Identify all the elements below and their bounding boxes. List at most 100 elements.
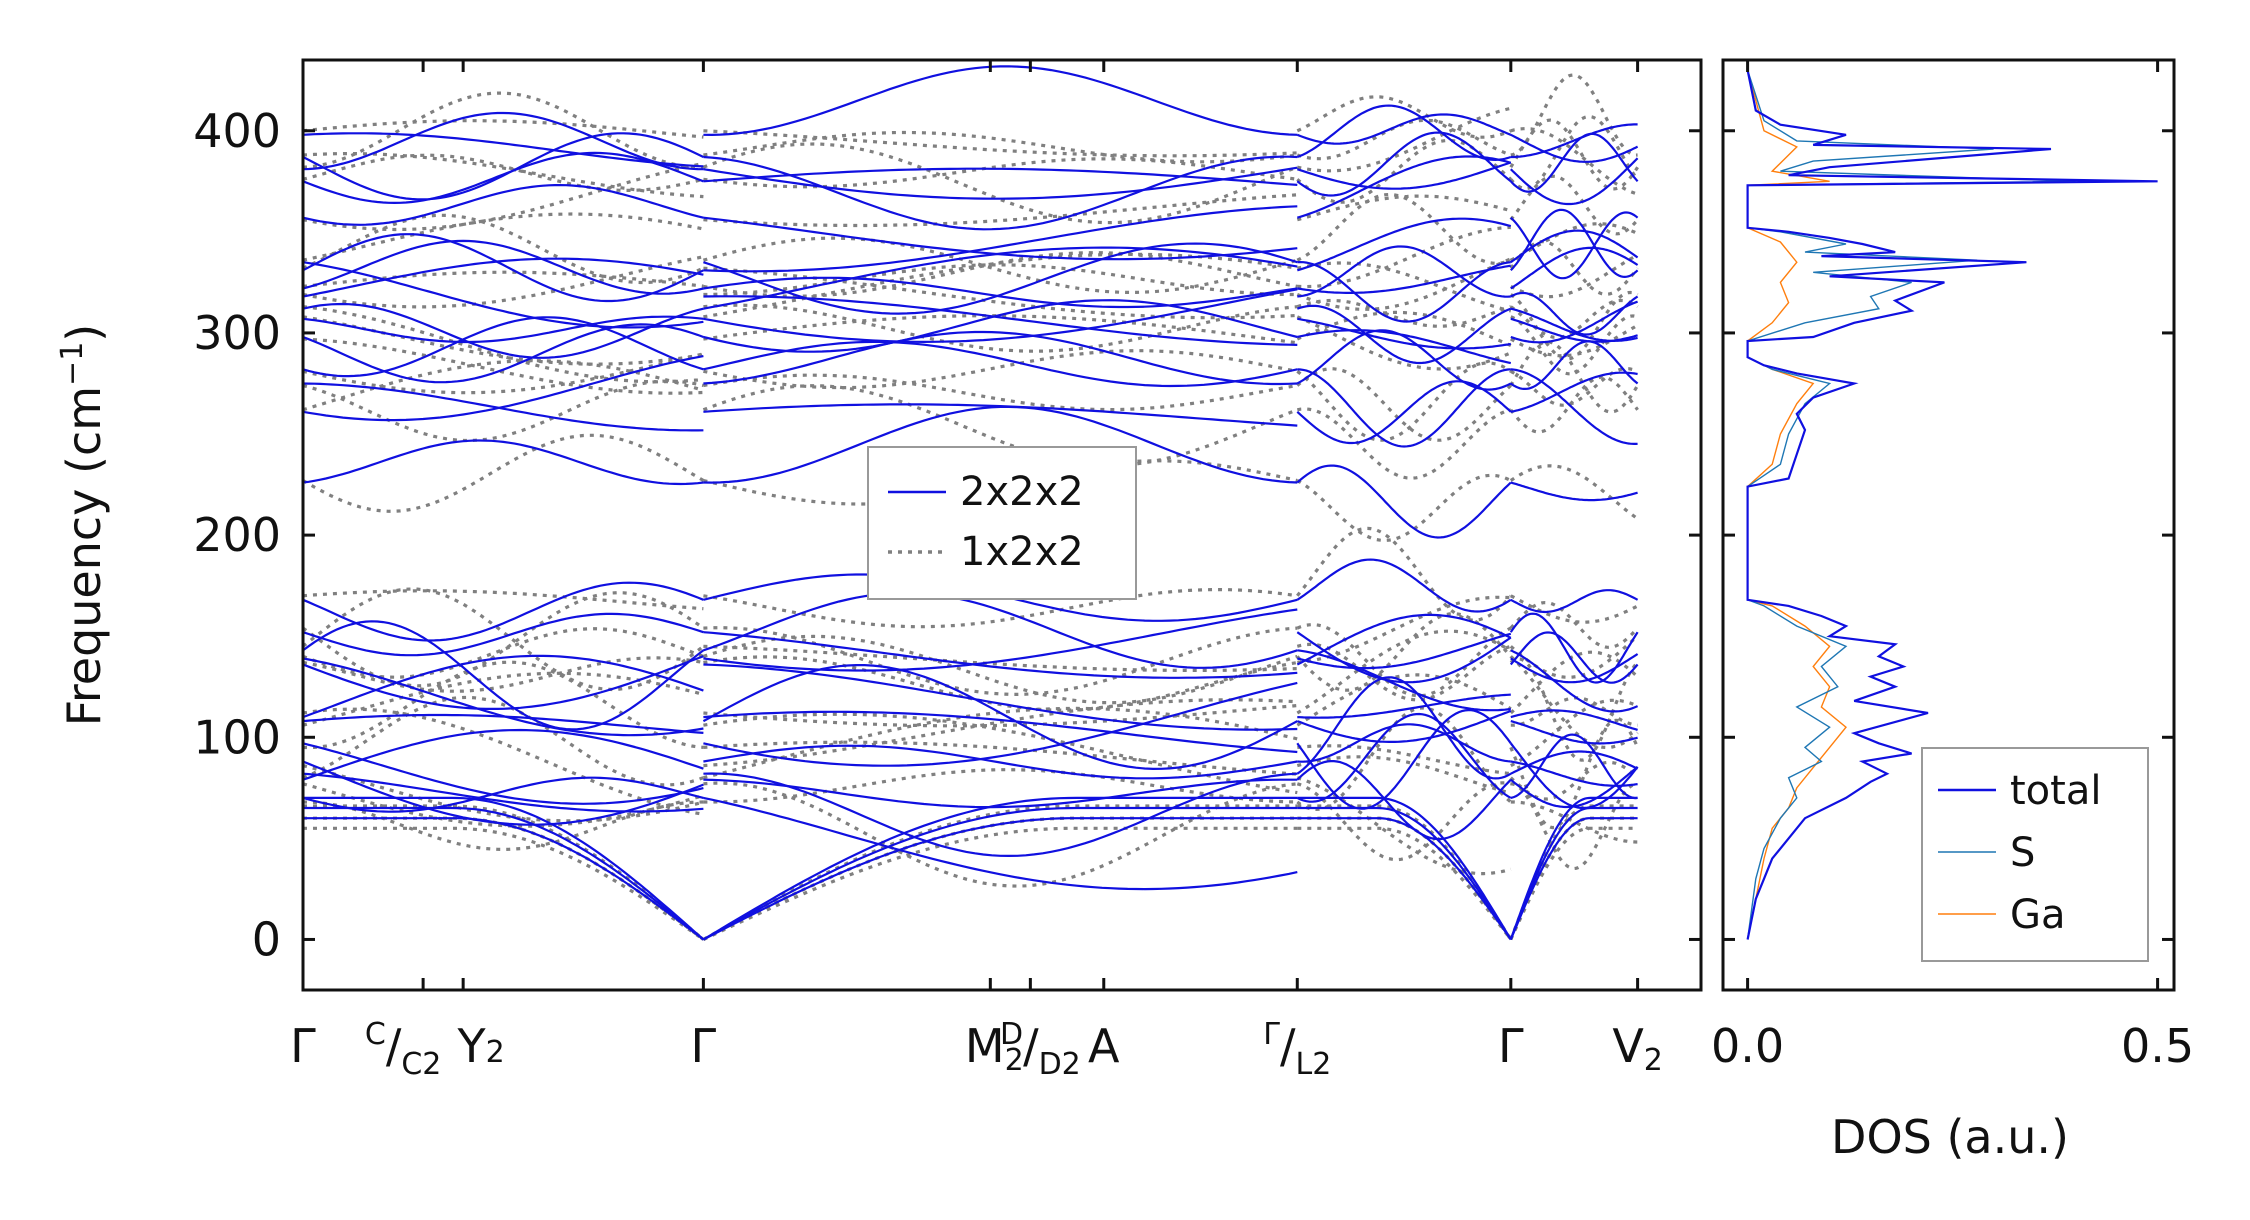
band-curve bbox=[702, 142, 1298, 225]
band-curve bbox=[702, 236, 1298, 294]
band-curve-acoustic bbox=[1509, 804, 1638, 941]
band-curve bbox=[1296, 712, 1512, 803]
band-curve bbox=[302, 305, 704, 384]
band-curve bbox=[703, 251, 1298, 298]
band-curve bbox=[1296, 776, 1512, 876]
band-curve bbox=[703, 663, 1298, 731]
band-curve bbox=[703, 303, 1298, 353]
band-y-tick-label: 100 bbox=[193, 710, 281, 764]
band-curve bbox=[1510, 481, 1638, 502]
band-curve bbox=[702, 664, 1298, 771]
band-curve bbox=[1509, 118, 1639, 191]
kpoint-label: Γ bbox=[1498, 1019, 1524, 1073]
band-curve bbox=[302, 439, 704, 486]
band-curve bbox=[1509, 600, 1639, 649]
band-curve bbox=[703, 706, 1298, 780]
band-curve bbox=[1297, 693, 1511, 719]
band-curve-acoustic bbox=[1297, 826, 1513, 941]
band-curve bbox=[1297, 649, 1511, 712]
band-curve bbox=[302, 233, 704, 303]
kpoint-label: Y2 bbox=[457, 1019, 505, 1073]
band-curve bbox=[1297, 260, 1511, 323]
band-curve bbox=[302, 655, 704, 710]
band-curve-acoustic bbox=[1509, 796, 1638, 940]
band-curve bbox=[1296, 755, 1512, 795]
band-curve bbox=[1510, 317, 1638, 343]
band-curve bbox=[1296, 217, 1512, 272]
band-curve bbox=[703, 698, 1298, 768]
band-curve bbox=[1510, 709, 1638, 731]
band-x-tick-label: Γ bbox=[1498, 1019, 1524, 1073]
band-curve bbox=[302, 255, 704, 309]
dos-x-ticks: 0.0 0.5 bbox=[1711, 60, 2194, 1073]
band-curve-acoustic bbox=[1297, 804, 1513, 941]
band-curve bbox=[703, 340, 1298, 388]
band-curve bbox=[1510, 123, 1638, 159]
band-curve bbox=[302, 656, 704, 693]
band-curve bbox=[703, 288, 1298, 344]
band-curve bbox=[703, 740, 1298, 776]
band-curve bbox=[1510, 314, 1639, 376]
band-curve bbox=[1296, 706, 1512, 812]
band-curve bbox=[302, 587, 705, 692]
band-curve-acoustic bbox=[702, 826, 1298, 941]
band-curve bbox=[302, 433, 705, 513]
dos-legend: total S Ga bbox=[1921, 747, 2149, 962]
band-curve bbox=[1296, 526, 1513, 622]
band-curve bbox=[703, 330, 1298, 386]
band-curve bbox=[703, 246, 1298, 310]
band-curve bbox=[1296, 131, 1512, 197]
band-y-tick-label: 300 bbox=[193, 306, 281, 360]
band-curve bbox=[1509, 657, 1639, 762]
band-curve bbox=[302, 91, 704, 169]
band-curve bbox=[1296, 310, 1512, 348]
kpoint-label: V2 bbox=[1612, 1019, 1663, 1078]
band-curve bbox=[302, 270, 704, 288]
band-curve bbox=[1296, 676, 1512, 780]
kpoint-label: C/C2 bbox=[365, 1017, 442, 1082]
band-curve bbox=[1296, 473, 1512, 542]
band-curve bbox=[1296, 106, 1512, 173]
band-x-tick-label: A bbox=[1088, 1019, 1120, 1073]
band-curve bbox=[1296, 361, 1512, 442]
band-curve-acoustic bbox=[303, 796, 705, 941]
dos-curve-ga bbox=[1746, 69, 1847, 940]
band-curve bbox=[1296, 781, 1512, 862]
band-curve bbox=[1296, 558, 1512, 613]
band-curve bbox=[1296, 298, 1512, 328]
band-curve bbox=[703, 276, 1298, 309]
band-curve bbox=[1510, 371, 1638, 413]
band-curve bbox=[302, 359, 704, 412]
band-curve bbox=[1510, 126, 1639, 196]
band-curve bbox=[1297, 264, 1511, 294]
band-curve bbox=[302, 257, 704, 298]
band-curve bbox=[302, 323, 704, 384]
band-curve bbox=[703, 130, 1298, 164]
band-curve bbox=[1296, 673, 1512, 727]
band-curve bbox=[302, 315, 704, 344]
band-y-ticks: 0 100 200 300 400 bbox=[193, 104, 1701, 966]
band-curve bbox=[302, 111, 704, 171]
band-curve bbox=[302, 132, 704, 168]
band-curve bbox=[1510, 800, 1638, 844]
band-curve bbox=[1510, 133, 1639, 163]
band-curve bbox=[1296, 612, 1512, 692]
band-legend-frame bbox=[867, 446, 1137, 600]
band-curve bbox=[302, 654, 704, 719]
band-curve-acoustic bbox=[1509, 806, 1638, 940]
band-curve bbox=[1296, 329, 1512, 391]
band-curve bbox=[302, 581, 704, 642]
band-curve bbox=[1510, 698, 1639, 768]
band-curve bbox=[302, 337, 704, 395]
band-curve bbox=[703, 167, 1298, 186]
band-curve bbox=[1296, 155, 1512, 219]
dos-legend-frame bbox=[1921, 747, 2149, 962]
band-y-tick-label: 200 bbox=[193, 508, 281, 562]
band-curve-acoustic bbox=[1509, 817, 1638, 940]
band-curve bbox=[302, 713, 704, 734]
band-legend: 2x2x2 1x2x2 bbox=[867, 446, 1137, 600]
band-curve bbox=[302, 379, 704, 443]
band-curve bbox=[1297, 317, 1511, 350]
band-curve bbox=[1296, 407, 1512, 480]
